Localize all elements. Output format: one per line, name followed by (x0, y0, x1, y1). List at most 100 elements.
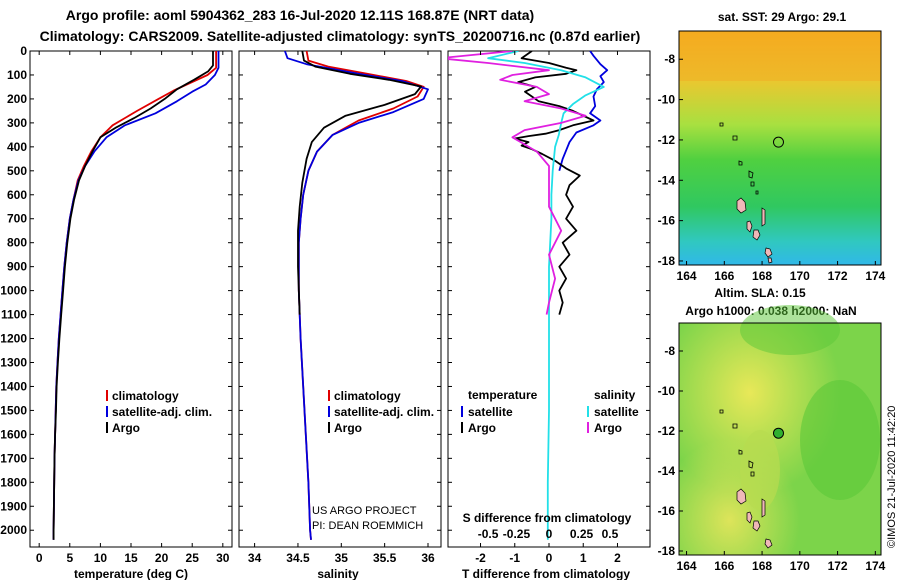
sla-map-frame (678, 322, 882, 556)
difference-series (448, 51, 609, 540)
map-x-tick-label: 172 (828, 559, 848, 573)
map-y-tick-label: -8 (664, 52, 675, 66)
legend-t-satellite: satellite (468, 405, 513, 419)
temperature-x-axis: 0 5 10 15 20 25 30 (36, 51, 230, 565)
map-y-tick-label: -16 (658, 504, 676, 518)
map-y-tick-label: -12 (658, 133, 676, 147)
legend-climatology: climatology (112, 389, 179, 403)
map-y-tick-label: -8 (664, 344, 675, 358)
depth-tick-label: 2000 (0, 523, 27, 537)
depth-tick-label: 1900 (0, 499, 27, 513)
sst-warm-band (679, 31, 881, 81)
map-x-tick-label: 170 (790, 269, 810, 283)
sla-map: 164 166 168 170 172 174 -8 -10 -12 -14 -16 -18 (658, 305, 886, 573)
series-line-t-satellite (558, 51, 609, 172)
series-line-t-argo (513, 51, 595, 315)
salinity-panel (238, 50, 442, 548)
x-tick-label: 36 (421, 551, 435, 565)
sla-small-islands (719, 409, 755, 477)
difference-legend: temperature salinity satellite Argo sate… (461, 388, 639, 435)
x-tick-label: 25 (186, 551, 200, 565)
depth-tick-label: 100 (7, 68, 27, 82)
x-tick-label: -2 (475, 551, 486, 565)
depth-tick-label: 1500 (0, 403, 27, 417)
sst-map-title: sat. SST: 29 Argo: 29.1 (718, 10, 847, 24)
temperature-x-label: temperature (deg C) (74, 567, 188, 580)
legend-argo: Argo (112, 421, 140, 435)
legend-s-argo: Argo (594, 421, 622, 435)
difference-x-label: T difference from climatology (462, 567, 630, 580)
legend-temperature-title: temperature (468, 388, 538, 402)
sla-islands (736, 488, 773, 549)
temperature-series (52, 51, 220, 540)
depth-tick-label: 1800 (0, 475, 27, 489)
title-line-2: Climatology: CARS2009. Satellite-adjuste… (40, 28, 641, 44)
depth-tick-label: 1700 (0, 451, 27, 465)
s-tick-label: 0 (546, 527, 553, 541)
series-line-argo (52, 51, 214, 540)
sst-map-frame (678, 30, 882, 266)
depth-tick-label: 400 (7, 140, 27, 154)
depth-tick-label: 1600 (0, 427, 27, 441)
map-y-tick-label: -10 (658, 384, 676, 398)
sst-map-axes: 164 166 168 170 172 174 -8 -10 -12 -14 -16 -18 (658, 52, 886, 283)
x-tick-label: 1 (580, 551, 587, 565)
s-tick-label: 0.25 (570, 527, 594, 541)
depth-tick-label: 1200 (0, 332, 27, 346)
depth-tick-label: 600 (7, 188, 27, 202)
map-y-tick-label: -12 (658, 424, 676, 438)
map-x-tick-label: 168 (752, 559, 772, 573)
sst-profile-location (772, 136, 784, 148)
depth-tick-label: 1400 (0, 379, 27, 393)
x-tick-label: 0 (546, 551, 553, 565)
x-tick-label: 34 (248, 551, 262, 565)
legend-satellite: satellite-adj. clim. (334, 405, 434, 419)
salinity-series (284, 51, 429, 540)
depth-tick-label: 500 (7, 164, 27, 178)
map-x-tick-label: 164 (677, 559, 697, 573)
legend-s-satellite: satellite (594, 405, 639, 419)
sst-small-islands (719, 122, 759, 195)
s-difference-label: S difference from climatology (463, 511, 632, 525)
salinity-legend: climatology satellite-adj. clim. Argo (328, 389, 434, 435)
credit-line-2: PI: DEAN ROEMMICH (312, 520, 423, 532)
map-y-tick-label: -18 (658, 544, 676, 558)
map-x-tick-label: 170 (790, 559, 810, 573)
map-y-tick-label: -16 (658, 214, 676, 228)
legend-t-argo: Argo (468, 421, 496, 435)
legend-satellite: satellite-adj. clim. (112, 405, 212, 419)
legend-salinity-title: salinity (594, 388, 636, 402)
s-tick-label: -0.25 (503, 527, 531, 541)
watermark: ©IMOS 21-Jul-2020 11:42:20 (886, 406, 898, 548)
map-x-tick-label: 174 (865, 559, 885, 573)
s-tick-label: -0.5 (478, 527, 499, 541)
salinity-x-label: salinity (317, 567, 359, 580)
depth-tick-label: 0 (20, 44, 27, 58)
map-y-tick-label: -18 (658, 254, 676, 268)
temperature-legend: climatology satellite-adj. clim. Argo (106, 389, 212, 435)
credit-line-1: US ARGO PROJECT (312, 505, 417, 517)
sla-low-2 (740, 305, 840, 355)
sla-map-title-1: Altim. SLA: 0.15 (714, 286, 806, 300)
title-line-1: Argo profile: aoml 5904362_283 16-Jul-20… (66, 7, 534, 23)
depth-tick-label: 1100 (1, 308, 27, 322)
sla-band (740, 430, 780, 510)
depth-tick-label: 700 (7, 212, 27, 226)
depth-tick-label: 1000 (0, 284, 27, 298)
map-x-tick-label: 166 (714, 269, 734, 283)
map-x-tick-label: 172 (828, 269, 848, 283)
depth-tick-label: 900 (7, 260, 27, 274)
map-y-tick-label: -14 (658, 464, 676, 478)
map-y-tick-label: -14 (658, 173, 676, 187)
x-tick-label: 34.5 (286, 551, 310, 565)
sst-field (679, 31, 881, 265)
sla-profile-location (772, 427, 784, 439)
x-tick-label: 2 (614, 551, 621, 565)
depth-tick-label: 800 (7, 236, 27, 250)
map-x-tick-label: 168 (752, 269, 772, 283)
depth-tick-label: 1300 (0, 355, 27, 369)
series-line-s-satellite (487, 51, 605, 540)
x-tick-label: 20 (155, 551, 169, 565)
s-tick-label: 0.5 (602, 527, 619, 541)
